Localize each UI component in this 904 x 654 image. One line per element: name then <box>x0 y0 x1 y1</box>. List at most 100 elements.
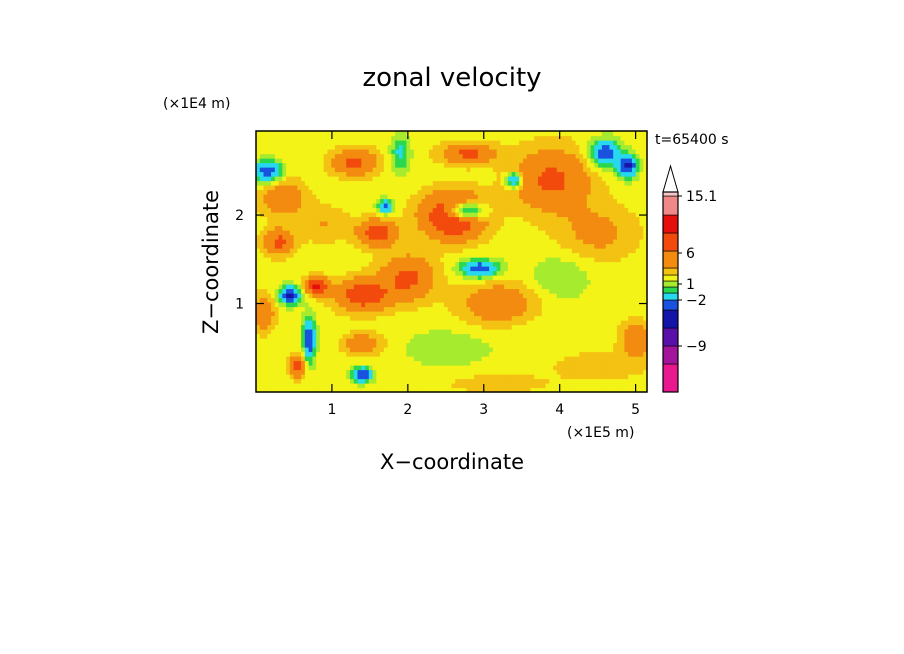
field-cell <box>583 333 588 339</box>
field-cell <box>511 198 517 204</box>
field-cell <box>316 234 321 240</box>
field-cell <box>462 180 468 186</box>
field-cell <box>334 306 340 312</box>
field-cell <box>410 315 415 321</box>
field-cell <box>365 374 370 380</box>
field-cell <box>571 230 577 236</box>
field-cell <box>500 387 505 393</box>
field-cell <box>628 180 633 186</box>
field-cell <box>549 230 554 236</box>
field-cell <box>425 347 430 353</box>
field-cell <box>586 225 592 231</box>
field-cell <box>489 180 494 186</box>
field-cell <box>365 257 370 263</box>
field-cell <box>331 243 336 249</box>
field-cell <box>522 189 528 195</box>
field-cell <box>436 212 441 218</box>
field-cell <box>500 320 505 326</box>
field-cell <box>365 383 370 389</box>
field-cell <box>605 275 611 281</box>
field-cell <box>459 347 464 353</box>
field-cell <box>391 284 396 290</box>
field-cell <box>395 351 400 357</box>
field-cell <box>616 225 622 231</box>
field-cell <box>297 189 302 195</box>
field-cell <box>474 356 479 362</box>
field-cell <box>643 189 648 195</box>
field-cell <box>553 311 558 317</box>
field-cell <box>312 185 317 191</box>
field-cell <box>349 185 355 191</box>
field-cell <box>560 378 565 384</box>
field-cell <box>635 356 641 362</box>
field-cell <box>583 275 588 281</box>
field-cell <box>443 266 449 272</box>
field-cell <box>436 306 441 312</box>
field-cell <box>598 230 603 236</box>
field-cell <box>331 225 336 231</box>
field-cell <box>297 320 302 326</box>
field-cell <box>259 351 265 357</box>
field-cell <box>413 194 419 200</box>
field-cell <box>624 212 629 218</box>
field-cell <box>406 324 411 330</box>
field-cell <box>466 342 471 348</box>
field-cell <box>368 306 374 312</box>
field-cell <box>549 189 554 195</box>
field-cell <box>443 257 449 263</box>
field-cell <box>293 333 298 339</box>
field-cell <box>278 266 283 272</box>
field-cell <box>594 360 599 366</box>
field-cell <box>466 306 471 312</box>
field-cell <box>556 338 562 344</box>
field-cell <box>549 243 554 249</box>
field-cell <box>598 369 603 375</box>
field-cell <box>327 248 332 254</box>
field-cell <box>639 387 644 393</box>
field-cell <box>271 176 276 182</box>
field-cell <box>447 288 453 294</box>
field-cell <box>545 311 550 317</box>
field-cell <box>271 207 276 213</box>
field-cell <box>474 360 479 366</box>
field-cell <box>537 378 543 384</box>
field-cell <box>575 198 580 204</box>
field-cell <box>624 279 629 285</box>
field-cell <box>459 288 464 294</box>
field-cell <box>545 347 550 353</box>
field-cell <box>413 302 419 308</box>
field-cell <box>289 176 295 182</box>
field-cell <box>519 216 524 222</box>
field-cell <box>635 365 641 371</box>
field-cell <box>613 176 618 182</box>
field-cell <box>492 239 498 245</box>
field-cell <box>316 293 321 299</box>
field-cell <box>451 248 456 254</box>
field-cell <box>353 324 359 330</box>
field-cell <box>616 198 622 204</box>
field-cell <box>312 288 317 294</box>
field-cell <box>425 257 430 263</box>
field-cell <box>507 356 513 362</box>
field-cell <box>590 180 595 186</box>
field-cell <box>477 338 483 344</box>
field-cell <box>459 279 464 285</box>
field-cell <box>564 234 569 240</box>
field-cell <box>530 216 535 222</box>
field-cell <box>301 203 306 209</box>
field-cell <box>571 243 577 249</box>
field-cell <box>428 324 434 330</box>
field-cell <box>624 261 629 267</box>
field-cell <box>398 248 404 254</box>
field-cell <box>349 180 355 186</box>
field-cell <box>334 234 340 240</box>
field-cell <box>549 374 554 380</box>
field-cell <box>368 189 374 195</box>
field-cell <box>522 275 528 281</box>
field-cell <box>594 279 599 285</box>
field-cell <box>361 360 366 366</box>
field-cell <box>545 320 550 326</box>
field-cell <box>286 320 291 326</box>
field-cell <box>616 194 622 200</box>
field-cell <box>372 266 377 272</box>
